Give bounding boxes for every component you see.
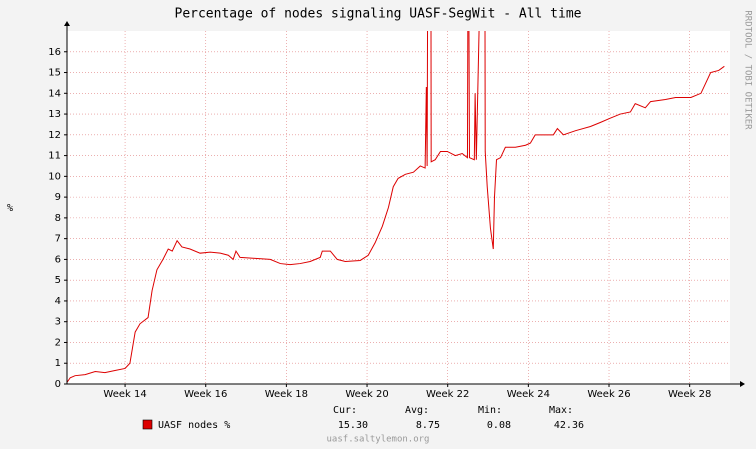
y-tick-label: 5 xyxy=(55,275,61,286)
plot-area xyxy=(67,31,730,384)
y-axis-arrow xyxy=(64,21,70,26)
x-tick-label: Week 14 xyxy=(103,389,146,400)
y-tick-label: 0 xyxy=(55,379,61,390)
chart-title: Percentage of nodes signaling UASF-SegWi… xyxy=(175,7,582,22)
y-tick-label: 8 xyxy=(55,213,61,224)
x-tick-label: Week 16 xyxy=(184,389,227,400)
stat-name: Max: xyxy=(549,405,573,416)
y-tick-label: 12 xyxy=(48,130,61,141)
y-tick-label: 2 xyxy=(55,337,61,348)
stat-name: Cur: xyxy=(333,405,357,416)
y-tick-label: 1 xyxy=(55,358,61,369)
y-tick-label: 9 xyxy=(55,192,61,203)
stat-value: 15.30 xyxy=(338,420,368,431)
stat-value: 8.75 xyxy=(416,420,440,431)
x-tick-label: Week 20 xyxy=(345,389,388,400)
y-axis-label: % xyxy=(7,203,13,214)
stat-name: Avg: xyxy=(405,405,429,416)
footer: uasf.saltylemon.org xyxy=(327,435,430,445)
y-tick-label: 15 xyxy=(48,68,61,79)
legend-swatch xyxy=(142,419,153,430)
x-tick-label: Week 22 xyxy=(426,389,469,400)
legend-label: UASF nodes % xyxy=(158,420,230,431)
y-tick-label: 13 xyxy=(48,109,61,120)
x-tick-label: Week 26 xyxy=(587,389,630,400)
x-tick-label: Week 28 xyxy=(668,389,711,400)
stat-value: 0.08 xyxy=(487,420,511,431)
y-tick-label: 4 xyxy=(55,296,61,307)
y-tick-label: 6 xyxy=(55,254,61,265)
stat-name: Min: xyxy=(478,405,502,416)
data-line xyxy=(67,31,725,383)
x-tick-label: Week 18 xyxy=(265,389,308,400)
y-tick-label: 14 xyxy=(48,88,61,99)
y-tick-label: 16 xyxy=(48,47,61,58)
side-label: RRDTOOL / TOBI OETIKER xyxy=(743,10,753,130)
stat-value: 42.36 xyxy=(554,420,584,431)
y-tick-label: 3 xyxy=(55,317,61,328)
y-tick-label: 10 xyxy=(48,171,61,182)
x-tick-label: Week 24 xyxy=(507,389,550,400)
y-tick-label: 7 xyxy=(55,234,61,245)
y-tick-label: 11 xyxy=(48,151,61,162)
x-axis-arrow xyxy=(740,381,745,387)
